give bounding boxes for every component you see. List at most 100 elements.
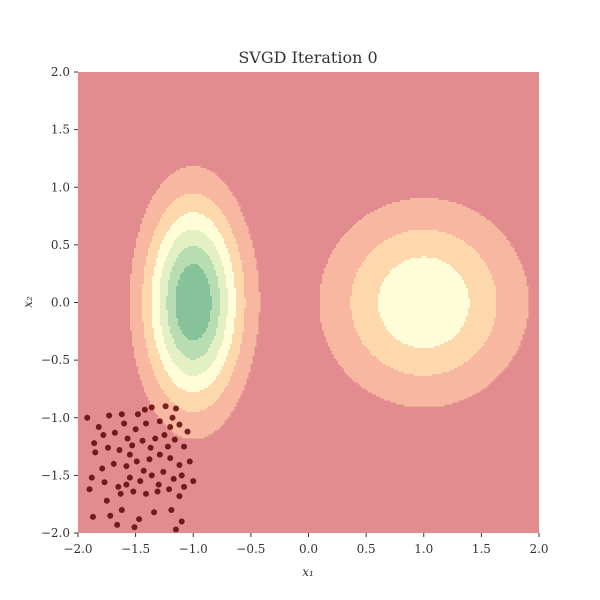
density-cell	[146, 236, 149, 239]
density-cell	[434, 256, 437, 259]
density-cell	[420, 210, 423, 213]
density-cell	[426, 210, 429, 213]
density-cell	[428, 236, 431, 239]
density-cell	[226, 262, 229, 265]
density-cell	[182, 178, 185, 181]
density-cell	[420, 218, 423, 221]
density-cell	[188, 182, 191, 185]
density-cell	[382, 250, 385, 253]
density-cell	[360, 262, 363, 265]
density-cell	[196, 210, 199, 213]
density-cell	[446, 262, 449, 265]
density-cell	[148, 230, 151, 233]
density-cell	[392, 214, 395, 217]
density-cell	[394, 242, 397, 245]
density-cell	[190, 180, 193, 183]
density-cell	[346, 232, 349, 235]
density-cell	[504, 256, 507, 259]
density-cell	[402, 222, 405, 225]
density-cell	[430, 258, 433, 261]
density-cell	[164, 194, 167, 197]
density-cell	[176, 224, 179, 227]
density-cell	[158, 212, 161, 215]
density-cell	[154, 238, 157, 241]
density-cell	[364, 260, 367, 263]
density-cell	[252, 260, 255, 263]
density-cell	[352, 260, 355, 263]
density-cell	[210, 198, 213, 201]
density-cell	[218, 238, 221, 241]
density-cell	[362, 246, 365, 249]
density-cell	[370, 224, 373, 227]
density-cell	[208, 176, 211, 179]
density-cell	[206, 186, 209, 189]
density-cell	[222, 264, 225, 267]
density-cell	[466, 254, 469, 257]
density-cell	[352, 254, 355, 257]
density-cell	[206, 174, 209, 177]
density-cell	[202, 230, 205, 233]
density-cell	[386, 234, 389, 237]
density-cell	[224, 192, 227, 195]
density-cell	[160, 188, 163, 191]
density-cell	[208, 258, 211, 261]
density-cell	[202, 182, 205, 185]
density-cell	[208, 210, 211, 213]
density-cell	[414, 222, 417, 225]
density-cell	[448, 250, 451, 253]
density-cell	[188, 186, 191, 189]
density-cell	[370, 262, 373, 265]
density-cell	[492, 262, 495, 265]
density-cell	[370, 258, 373, 261]
density-cell	[488, 234, 491, 237]
density-cell	[218, 206, 221, 209]
density-cell	[154, 240, 157, 243]
density-cell	[404, 224, 407, 227]
density-cell	[492, 238, 495, 241]
density-cell	[198, 174, 201, 177]
density-cell	[242, 236, 245, 239]
density-cell	[400, 242, 403, 245]
density-cell	[424, 246, 427, 249]
density-cell	[238, 222, 241, 225]
density-cell	[232, 248, 235, 251]
density-cell	[212, 194, 215, 197]
density-cell	[446, 258, 449, 261]
density-cell	[210, 174, 213, 177]
density-cell	[208, 264, 211, 267]
density-cell	[388, 246, 391, 249]
density-cell	[182, 208, 185, 211]
density-cell	[488, 260, 491, 263]
density-cell	[368, 244, 371, 247]
density-cell	[240, 216, 243, 219]
density-cell	[358, 226, 361, 229]
density-cell	[222, 214, 225, 217]
density-cell	[382, 238, 385, 241]
density-cell	[354, 244, 357, 247]
density-cell	[234, 226, 237, 229]
density-cell	[366, 238, 369, 241]
density-cell	[408, 244, 411, 247]
density-cell	[244, 240, 247, 243]
density-cell	[472, 246, 475, 249]
density-cell	[224, 196, 227, 199]
density-cell	[504, 236, 507, 239]
density-cell	[216, 184, 219, 187]
density-cell	[164, 188, 167, 191]
density-cell	[376, 258, 379, 261]
density-cell	[488, 264, 491, 267]
density-cell	[348, 258, 351, 261]
density-cell	[426, 242, 429, 245]
density-cell	[414, 244, 417, 247]
density-cell	[146, 242, 149, 245]
density-cell	[162, 256, 165, 259]
density-cell	[164, 186, 167, 189]
density-cell	[422, 244, 425, 247]
density-cell	[196, 196, 199, 199]
density-cell	[432, 234, 435, 237]
density-cell	[450, 206, 453, 209]
density-cell	[186, 266, 189, 269]
density-cell	[188, 230, 191, 233]
density-cell	[162, 218, 165, 221]
density-cell	[514, 256, 517, 259]
